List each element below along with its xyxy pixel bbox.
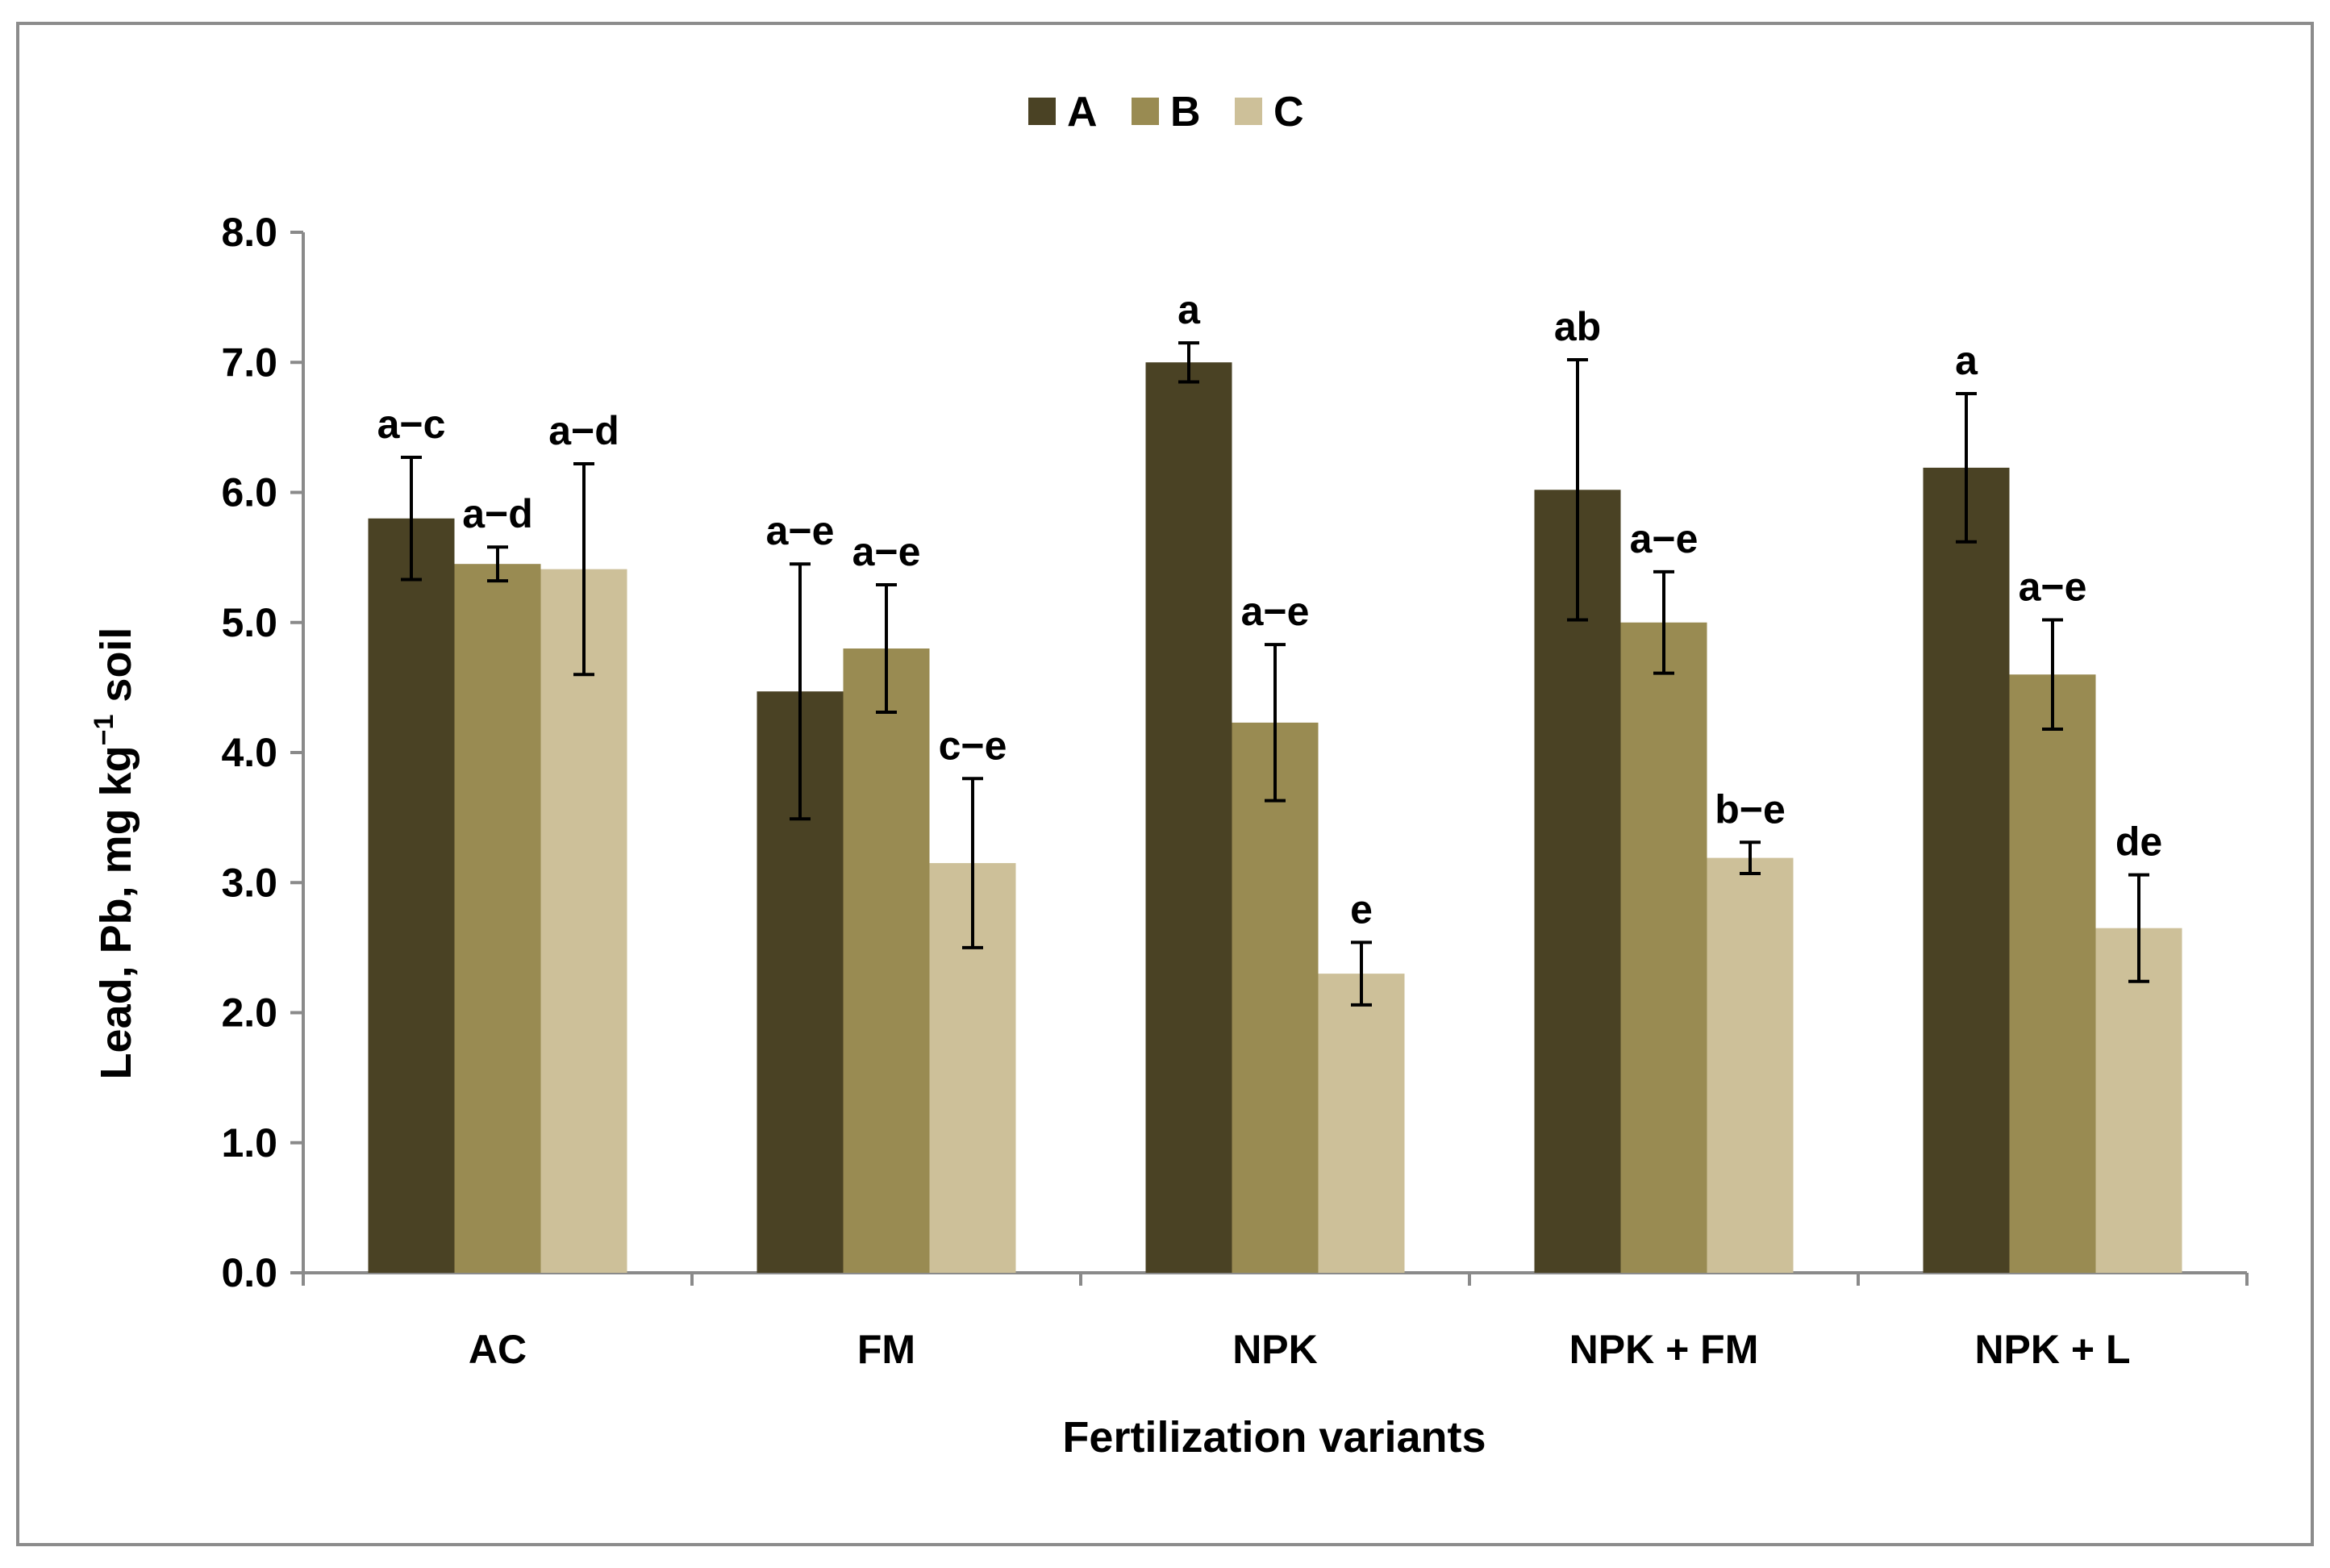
y-tick-label: 0.0 — [221, 1250, 277, 1295]
significance-label: a−e — [766, 508, 835, 553]
y-tick-label: 6.0 — [221, 470, 277, 515]
x-axis: AC FM NPK NPK + FM NPK + L — [302, 1271, 2249, 1372]
bar — [368, 518, 455, 1273]
legend-swatch — [1132, 98, 1159, 125]
bar — [2009, 674, 2096, 1273]
y-tick-label: 4.0 — [221, 730, 277, 775]
y-tick-label: 7.0 — [221, 340, 277, 385]
legend-swatch — [1235, 98, 1262, 125]
bar — [1620, 622, 1707, 1273]
significance-labels: a−c a−d a−d a−e a−e c−e a a−e e ab a−e b−e a a−e de — [377, 287, 2163, 932]
y-axis-title: Lead, Pb, mg kg−1 soil — [89, 628, 140, 1080]
y-axis-title-sup: −1 — [89, 715, 119, 746]
y-tick-label: 3.0 — [221, 860, 277, 905]
significance-label: de — [2115, 819, 2162, 865]
x-tick-label: NPK — [1232, 1327, 1318, 1372]
legend-label: C — [1273, 89, 1304, 136]
y-tick-label: 2.0 — [221, 990, 277, 1036]
bars — [368, 362, 2182, 1273]
legend: A B C — [1028, 89, 1304, 136]
bar — [843, 648, 930, 1273]
x-tick-label: NPK + L — [1974, 1327, 2130, 1372]
bar — [540, 569, 627, 1273]
significance-label: c−e — [939, 723, 1007, 768]
legend-swatch — [1028, 98, 1056, 125]
legend-label: B — [1170, 89, 1201, 136]
x-tick-label: AC — [469, 1327, 527, 1372]
significance-label: a−c — [377, 402, 446, 447]
significance-label: ab — [1554, 304, 1601, 349]
significance-label: b−e — [1715, 786, 1786, 832]
significance-label: a−e — [2019, 565, 2087, 610]
x-axis-title: Fertilization variants — [1062, 1413, 1486, 1462]
y-tick-label: 1.0 — [221, 1120, 277, 1166]
x-tick-label: FM — [857, 1327, 915, 1372]
bar — [1232, 722, 1319, 1273]
bar — [1145, 362, 1232, 1273]
x-tick-label: NPK + FM — [1569, 1327, 1759, 1372]
error-bars — [401, 341, 2149, 1007]
significance-label: a — [1178, 287, 1201, 332]
bar — [454, 564, 541, 1273]
significance-label: a−d — [462, 491, 533, 536]
y-axis-title-main: Lead, Pb, mg kg — [92, 745, 140, 1079]
y-tick-label: 8.0 — [221, 210, 277, 255]
legend-label: A — [1067, 89, 1098, 136]
y-axis-title-after: soil — [92, 628, 140, 715]
significance-label: a−e — [1241, 589, 1310, 634]
significance-label: a−d — [548, 408, 619, 453]
significance-label: a−e — [1630, 516, 1699, 561]
significance-label: a−e — [852, 529, 921, 574]
significance-label: a — [1955, 338, 1978, 383]
significance-label: e — [1350, 886, 1373, 932]
bar — [1318, 974, 1405, 1273]
y-tick-label: 5.0 — [221, 600, 277, 645]
bar — [2095, 928, 2182, 1273]
bar — [1707, 857, 1794, 1273]
y-axis: 0.0 1.0 2.0 3.0 4.0 5.0 6.0 7.0 8.0 — [221, 210, 305, 1295]
bar — [1923, 467, 2010, 1273]
